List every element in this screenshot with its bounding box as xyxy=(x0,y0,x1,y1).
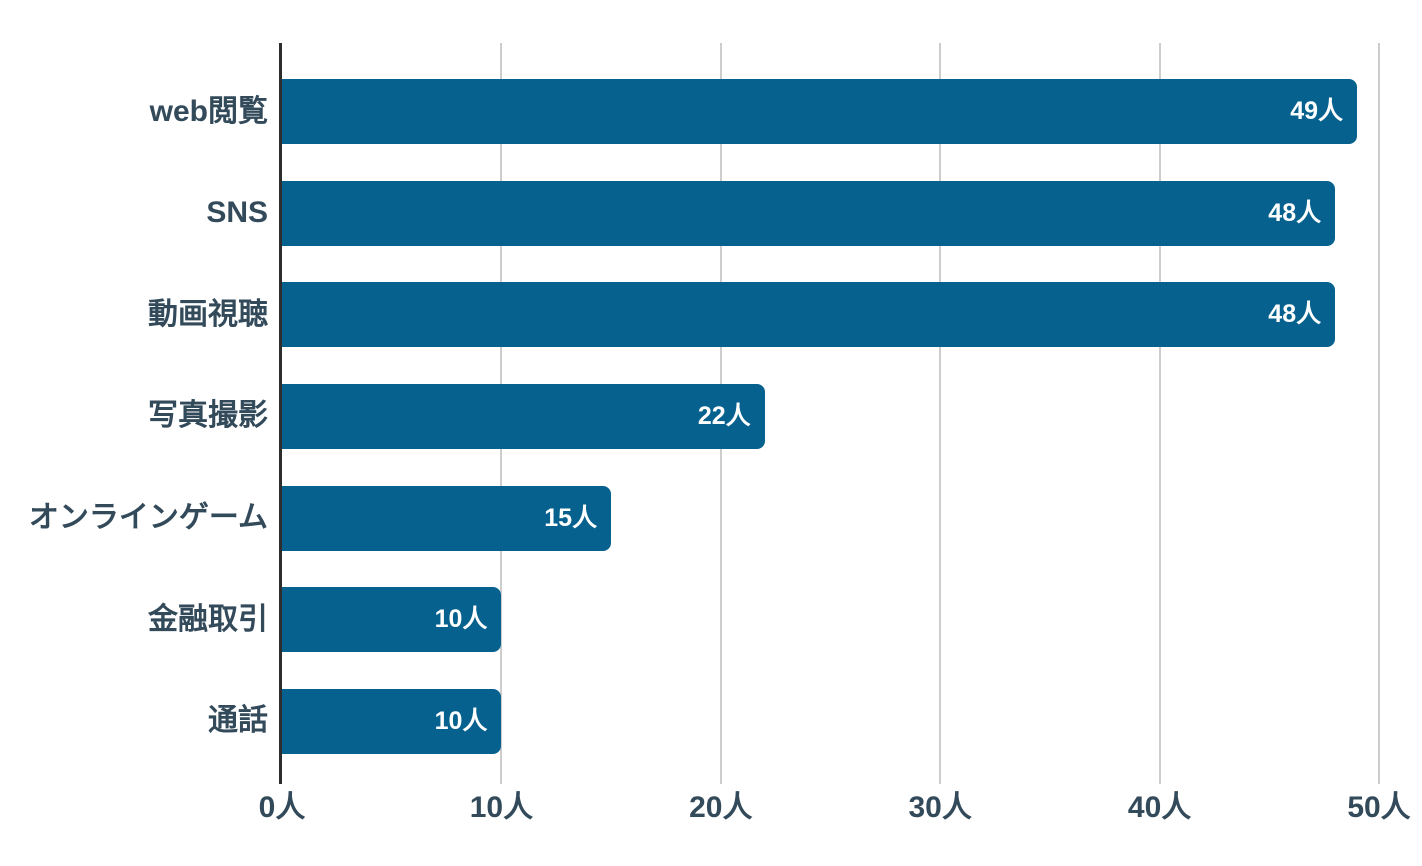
x-tick-label: 0人 xyxy=(258,791,306,824)
bar-row: web閲覧 49人 xyxy=(0,61,1422,163)
x-tick-label: 10人 xyxy=(469,791,534,824)
category-label: 動画視聴 xyxy=(148,297,268,331)
bar-row: 動画視聴 48人 xyxy=(0,264,1422,366)
category-label: web閲覧 xyxy=(149,94,268,128)
bar-value-label: 10人 xyxy=(434,706,488,735)
bar: 15人 xyxy=(282,485,612,551)
bar-value-label: 22人 xyxy=(697,401,751,430)
bar: 48人 xyxy=(282,180,1336,246)
bar-row: SNS 48人 xyxy=(0,163,1422,265)
bar-value-label: 15人 xyxy=(544,503,598,532)
bar-track: 48人 xyxy=(282,180,1379,246)
plot-area: 0人 10人 20人 30人 40人 50人 xyxy=(259,43,1411,824)
x-tick-label: 30人 xyxy=(908,791,972,824)
gridline xyxy=(1158,43,1161,784)
bar-value-label: 48人 xyxy=(1268,198,1322,227)
bar-track: 22人 xyxy=(282,383,1379,449)
bar-track: 48人 xyxy=(282,282,1379,348)
category-label: 金融取引 xyxy=(148,602,268,636)
bar-rows: web閲覧 49人 SNS 48人 動画視聴 48人 写真撮影 22人 オンラインゲーム 15人金… xyxy=(0,61,1422,772)
category-label: 写真撮影 xyxy=(148,399,268,433)
bar-row: オンラインゲーム 15人 xyxy=(0,467,1422,569)
x-tick-label: 40人 xyxy=(1127,791,1192,824)
bar-row: 写真撮影 22人 xyxy=(0,366,1422,468)
category-label: オンラインゲーム xyxy=(28,501,268,535)
bar-track: 10人 xyxy=(282,587,1379,653)
bar: 10人 xyxy=(282,688,502,754)
y-axis-line xyxy=(279,43,282,784)
category-label: SNS xyxy=(206,196,268,230)
bar-row: 金融取引 10人 xyxy=(0,569,1422,671)
bar: 48人 xyxy=(282,282,1336,348)
bar: 49人 xyxy=(282,79,1358,145)
bar-track: 49人 xyxy=(282,79,1379,145)
bar-value-label: 48人 xyxy=(1268,300,1322,329)
x-tick-label: 50人 xyxy=(1347,791,1411,824)
x-tick-label: 20人 xyxy=(689,791,753,824)
bar: 10人 xyxy=(282,587,502,653)
gridline xyxy=(939,43,942,784)
bar-track: 10人 xyxy=(282,688,1379,754)
bar-value-label: 49人 xyxy=(1290,97,1344,126)
bar-value-label: 10人 xyxy=(434,605,488,634)
gridline xyxy=(1378,43,1380,784)
bar-track: 15人 xyxy=(282,485,1379,551)
category-label: 通話 xyxy=(208,704,268,738)
bar-row: 通話 10人 xyxy=(0,670,1422,772)
bar: 22人 xyxy=(282,383,765,449)
